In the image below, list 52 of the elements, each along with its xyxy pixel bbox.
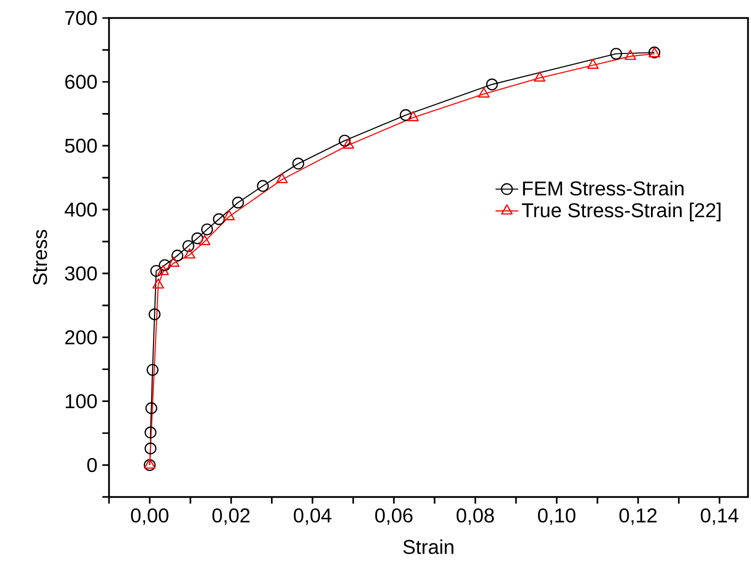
point bbox=[150, 264, 162, 277]
x-tick-label: 0,14 bbox=[700, 508, 738, 525]
x-tick-label: 0,02 bbox=[212, 508, 250, 525]
point bbox=[212, 213, 225, 226]
legend-label: True Stress-Strain [22] bbox=[522, 202, 720, 222]
point bbox=[407, 111, 419, 122]
point bbox=[478, 87, 490, 98]
y-tick-label: 200 bbox=[65, 330, 97, 344]
point bbox=[587, 58, 599, 69]
y-tick-label: 500 bbox=[65, 138, 97, 153]
point bbox=[191, 232, 204, 244]
point bbox=[184, 248, 196, 259]
point bbox=[223, 210, 235, 220]
x-tick-label: 0,06 bbox=[375, 508, 412, 525]
legend-label: FEM Stress-Strain bbox=[523, 180, 684, 196]
point bbox=[182, 240, 194, 252]
point bbox=[198, 234, 210, 246]
point bbox=[157, 264, 169, 276]
point bbox=[201, 223, 214, 236]
point bbox=[144, 442, 156, 454]
point bbox=[292, 158, 304, 170]
point bbox=[145, 402, 158, 414]
y-axis-title: Stress bbox=[32, 230, 48, 285]
point bbox=[276, 172, 288, 184]
point bbox=[400, 109, 412, 122]
point bbox=[534, 71, 546, 82]
point bbox=[168, 256, 180, 267]
x-tick-label: 0,04 bbox=[294, 508, 332, 525]
x-tick-label: 0,00 bbox=[131, 508, 168, 525]
point bbox=[338, 134, 351, 147]
point bbox=[146, 364, 158, 376]
point bbox=[610, 48, 622, 60]
x-tick-label: 0,10 bbox=[538, 508, 576, 525]
point bbox=[152, 278, 164, 289]
y-tick-label: 0 bbox=[87, 458, 97, 472]
point bbox=[158, 259, 171, 272]
x-tick-label: 0,08 bbox=[456, 508, 494, 525]
point bbox=[148, 308, 161, 320]
y-tick-label: 700 bbox=[65, 10, 97, 26]
y-tick-label: 100 bbox=[66, 394, 97, 408]
y-tick-label: 400 bbox=[64, 202, 97, 217]
point bbox=[624, 50, 636, 60]
y-tick-label: 300 bbox=[65, 266, 97, 281]
point bbox=[486, 78, 498, 90]
point bbox=[144, 426, 156, 438]
point bbox=[232, 196, 244, 208]
point bbox=[256, 180, 269, 192]
point bbox=[342, 138, 354, 149]
point bbox=[171, 250, 184, 262]
x-axis-title: Strain bbox=[403, 539, 454, 554]
x-tick-label: 0,12 bbox=[619, 508, 657, 525]
y-tick-label: 600 bbox=[65, 74, 97, 89]
